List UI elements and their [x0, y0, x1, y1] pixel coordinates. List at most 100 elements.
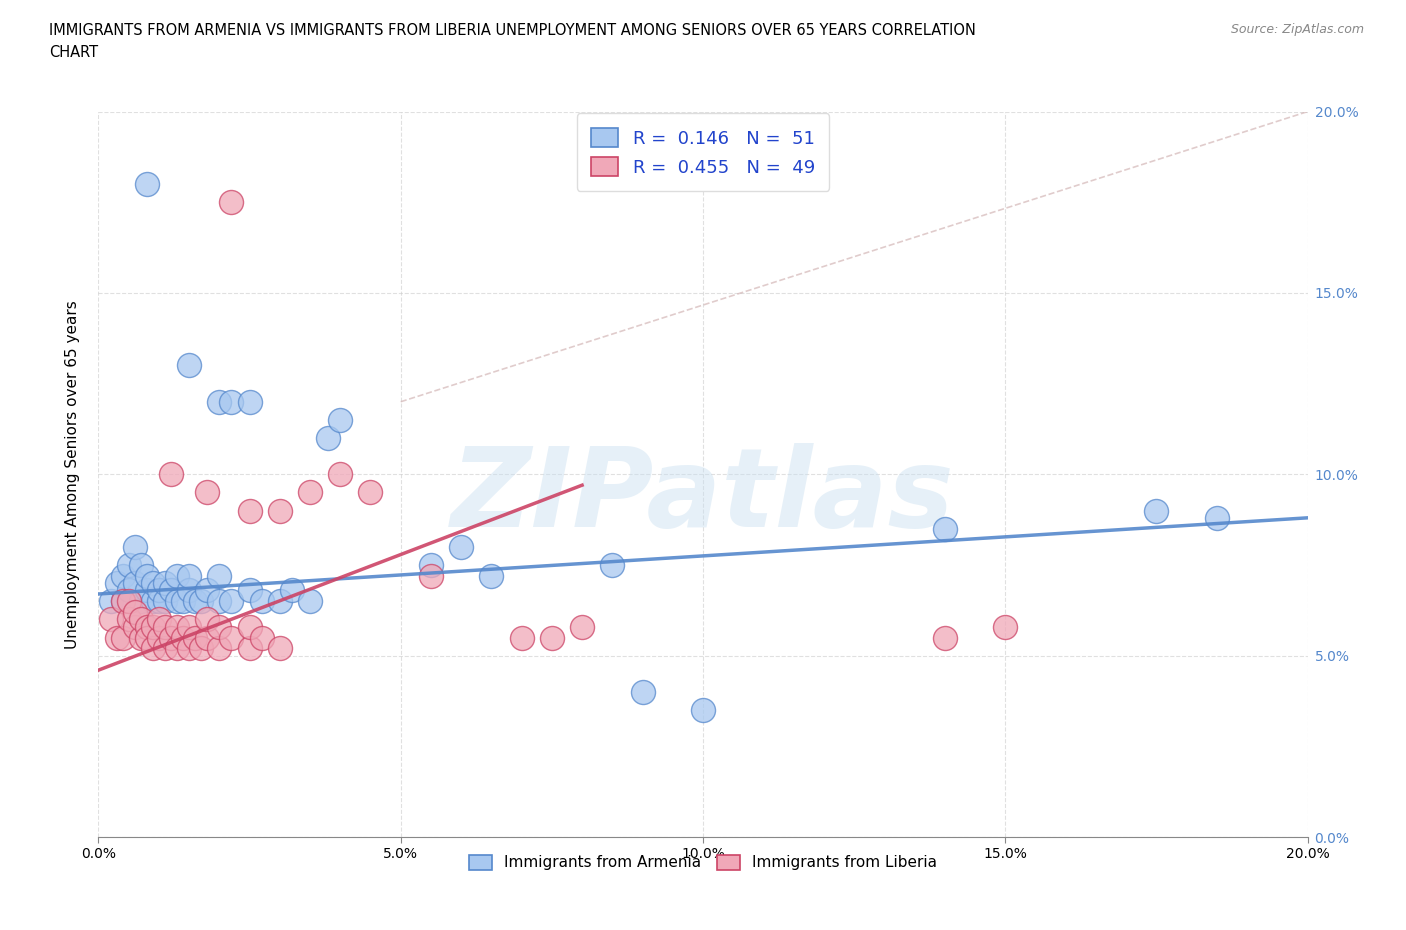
Point: [105, 576, 128, 591]
Point: [111, 568, 134, 583]
Point: [166, 641, 188, 656]
Point: [118, 583, 141, 598]
Point: [481, 568, 503, 583]
Text: CHART: CHART: [49, 45, 98, 60]
Point: [692, 703, 714, 718]
Point: [299, 594, 322, 609]
Point: [160, 583, 183, 598]
Point: [571, 619, 593, 634]
Point: [195, 583, 218, 598]
Point: [100, 594, 122, 609]
Point: [329, 413, 352, 428]
Point: [124, 576, 146, 591]
Point: [239, 503, 262, 518]
Point: [135, 583, 157, 598]
Point: [510, 631, 533, 645]
Point: [118, 612, 141, 627]
Point: [160, 631, 183, 645]
Point: [239, 583, 262, 598]
Point: [190, 641, 212, 656]
Point: [135, 177, 157, 192]
Point: [153, 594, 176, 609]
Point: [129, 631, 152, 645]
Point: [135, 619, 157, 634]
Point: [148, 583, 170, 598]
Point: [221, 631, 243, 645]
Point: [239, 394, 262, 409]
Point: [179, 619, 201, 634]
Point: [160, 467, 183, 482]
Point: [184, 631, 207, 645]
Point: [124, 604, 146, 619]
Point: [1206, 511, 1229, 525]
Point: [118, 594, 141, 609]
Point: [239, 641, 262, 656]
Point: [172, 631, 194, 645]
Point: [142, 641, 165, 656]
Point: [172, 594, 194, 609]
Point: [221, 594, 243, 609]
Legend: Immigrants from Armenia, Immigrants from Liberia: Immigrants from Armenia, Immigrants from…: [463, 849, 943, 876]
Point: [148, 594, 170, 609]
Point: [208, 641, 231, 656]
Point: [1144, 503, 1167, 518]
Point: [540, 631, 562, 645]
Point: [934, 631, 956, 645]
Point: [329, 467, 352, 482]
Point: [269, 594, 291, 609]
Point: [111, 631, 134, 645]
Point: [420, 558, 443, 573]
Text: ZIPatlas: ZIPatlas: [451, 443, 955, 550]
Point: [269, 503, 291, 518]
Point: [153, 641, 176, 656]
Point: [250, 631, 273, 645]
Point: [281, 583, 304, 598]
Point: [450, 539, 472, 554]
Point: [135, 568, 157, 583]
Point: [195, 631, 218, 645]
Point: [631, 684, 654, 699]
Point: [221, 195, 243, 210]
Point: [190, 594, 212, 609]
Point: [153, 576, 176, 591]
Point: [105, 631, 128, 645]
Point: [179, 583, 201, 598]
Point: [420, 568, 443, 583]
Point: [934, 521, 956, 536]
Point: [124, 619, 146, 634]
Point: [179, 641, 201, 656]
Point: [129, 594, 152, 609]
Point: [299, 485, 322, 500]
Point: [148, 631, 170, 645]
Point: [360, 485, 382, 500]
Point: [111, 594, 134, 609]
Point: [179, 358, 201, 373]
Point: [166, 568, 188, 583]
Point: [208, 568, 231, 583]
Point: [111, 594, 134, 609]
Point: [100, 612, 122, 627]
Point: [135, 631, 157, 645]
Point: [316, 431, 339, 445]
Point: [166, 594, 188, 609]
Point: [221, 394, 243, 409]
Point: [184, 594, 207, 609]
Point: [142, 594, 165, 609]
Point: [142, 576, 165, 591]
Point: [208, 594, 231, 609]
Point: [129, 558, 152, 573]
Point: [994, 619, 1017, 634]
Point: [179, 568, 201, 583]
Y-axis label: Unemployment Among Seniors over 65 years: Unemployment Among Seniors over 65 years: [65, 300, 80, 649]
Point: [208, 619, 231, 634]
Point: [153, 619, 176, 634]
Point: [239, 619, 262, 634]
Point: [124, 539, 146, 554]
Point: [195, 485, 218, 500]
Point: [269, 641, 291, 656]
Point: [166, 619, 188, 634]
Point: [602, 558, 624, 573]
Point: [142, 619, 165, 634]
Point: [250, 594, 273, 609]
Point: [148, 612, 170, 627]
